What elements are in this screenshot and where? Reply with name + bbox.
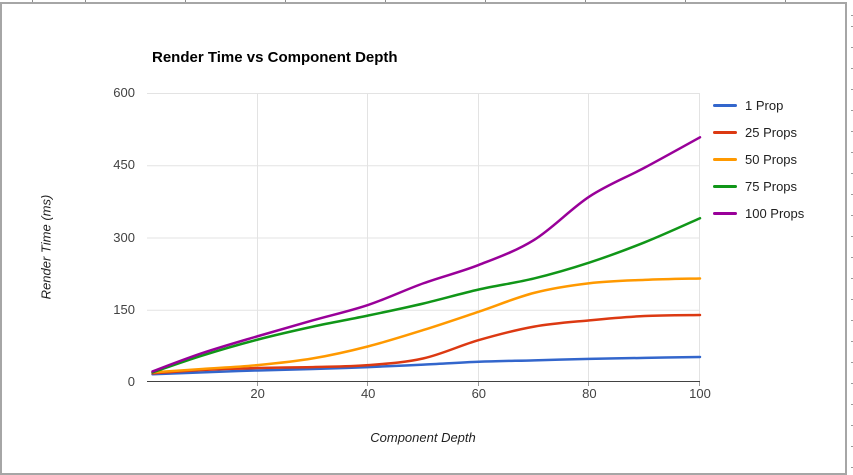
legend-label: 25 Props (745, 124, 798, 140)
legend-swatch-line (713, 211, 737, 215)
x-tick-label: 80 (582, 386, 597, 401)
legend-label: 50 Props (745, 151, 798, 167)
legend-label: 1 Prop (745, 97, 784, 113)
legend: 1 Prop 25 Props 50 Props 75 Props 100 Props (713, 98, 804, 233)
spreadsheet-row-gridline-ticks (851, 2, 853, 475)
y-tick-label: 0 (127, 374, 135, 389)
x-axis-title: Component Depth (370, 430, 476, 445)
x-tick-label: 20 (250, 386, 265, 401)
plot-area-svg (147, 93, 702, 386)
legend-item: 75 Props (713, 178, 804, 194)
y-axis-title: Render Time (ms) (38, 194, 54, 300)
legend-label: 100 Props (745, 205, 805, 221)
series-line-1-prop (151, 355, 702, 376)
series-line-75-props (151, 216, 702, 374)
y-tick-label: 150 (113, 301, 135, 317)
chart-title: Render Time vs Component Depth (152, 49, 398, 66)
legend-item: 25 Props (713, 124, 804, 140)
series-line-50-props (151, 277, 702, 374)
y-tick-label: 300 (113, 229, 135, 245)
legend-label: 75 Props (745, 178, 798, 194)
legend-swatch-line (713, 184, 737, 188)
legend-swatch-line (713, 130, 737, 134)
series-line-25-props (151, 313, 702, 375)
x-tick-label: 40 (360, 386, 376, 401)
y-tick-label: 600 (113, 85, 135, 100)
legend-swatch-line (713, 157, 737, 161)
x-tick-label: 60 (471, 386, 487, 401)
legend-item: 100 Props (713, 205, 805, 221)
y-tick-label: 450 (113, 157, 135, 173)
spreadsheet-column-gridline-ticks (0, 0, 853, 2)
x-tick-label: 100 (689, 386, 711, 401)
legend-item: 50 Props (713, 151, 804, 167)
legend-item: 1 Prop (713, 97, 804, 113)
legend-swatch-line (713, 103, 737, 107)
series-line-100-props (151, 136, 702, 373)
